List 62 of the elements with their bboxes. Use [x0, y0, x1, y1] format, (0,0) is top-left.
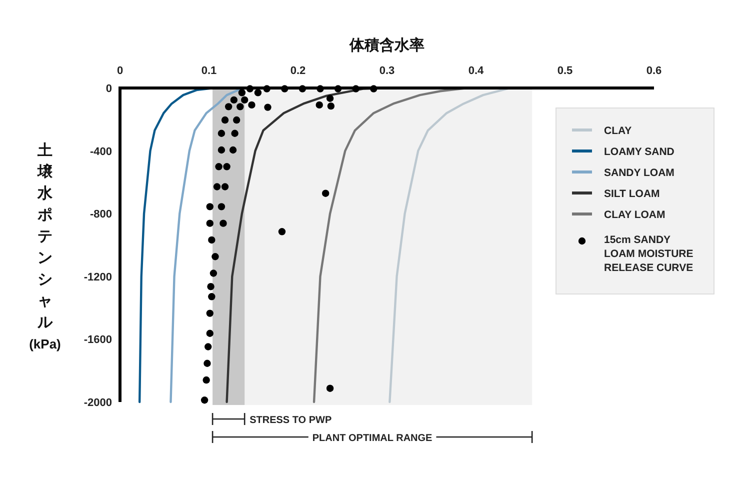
point [322, 190, 330, 197]
y-tick-label: -1600 [84, 334, 112, 346]
point [238, 89, 246, 96]
point [232, 116, 240, 124]
legend-label: CLAY LOAM [604, 209, 666, 221]
x-axis-title: 体積含水率 [348, 36, 424, 54]
band-label: PLANT OPTIMAL RANGE [312, 433, 433, 444]
point [206, 220, 214, 227]
y-tick-label: -800 [90, 208, 112, 221]
point [218, 146, 226, 154]
x-tick-label: 0.1 [201, 65, 217, 77]
point [316, 101, 323, 109]
x-tick-label: 0 [116, 65, 124, 77]
band-label: STRESS TO PWP [250, 415, 332, 426]
legend-label: 15cm SANDY LOAM MOISTURE RELEASE CURVE [604, 234, 694, 274]
point [204, 343, 212, 350]
point [218, 130, 226, 137]
point [221, 183, 229, 190]
y-tick-label: 0 [106, 83, 112, 95]
point [229, 146, 237, 154]
point [218, 203, 226, 210]
x-tick-label: 0.2 [290, 65, 306, 77]
point [208, 293, 216, 300]
point [326, 384, 334, 392]
point [326, 94, 334, 102]
point [206, 310, 214, 317]
point [221, 116, 229, 124]
text: 土壌水ポテンシャル (kPa) [29, 142, 61, 352]
point [327, 102, 335, 110]
point [241, 96, 248, 104]
point [278, 228, 286, 236]
point [208, 236, 216, 244]
point [236, 103, 244, 110]
point [206, 330, 214, 337]
point [231, 130, 238, 137]
point [254, 89, 262, 96]
legend-label: SANDY LOAM [604, 167, 675, 179]
x-tick-label: 0.6 [646, 65, 662, 77]
x-tick-label: 0.3 [379, 65, 395, 77]
point [207, 283, 214, 290]
point [206, 203, 214, 210]
y-tick-label: -2000 [84, 397, 112, 409]
point [213, 183, 221, 190]
point [248, 101, 256, 109]
x-tick-label: 0.4 [468, 65, 485, 77]
point [210, 270, 218, 277]
legend-label: LOAMY SAND [604, 146, 675, 158]
point [264, 104, 272, 111]
point [224, 103, 232, 110]
point [223, 163, 230, 170]
x-tick-label: 0.5 [557, 65, 573, 77]
point [204, 360, 211, 367]
point [215, 163, 222, 170]
point [220, 220, 227, 227]
point [230, 96, 238, 104]
point [212, 253, 219, 260]
point [202, 376, 210, 384]
legend-label: CLAY [604, 125, 632, 137]
y-tick-label: -1200 [84, 271, 112, 284]
point [200, 396, 208, 404]
legend-label: SILT LOAM [604, 188, 660, 200]
y-tick-label: -400 [90, 146, 112, 158]
